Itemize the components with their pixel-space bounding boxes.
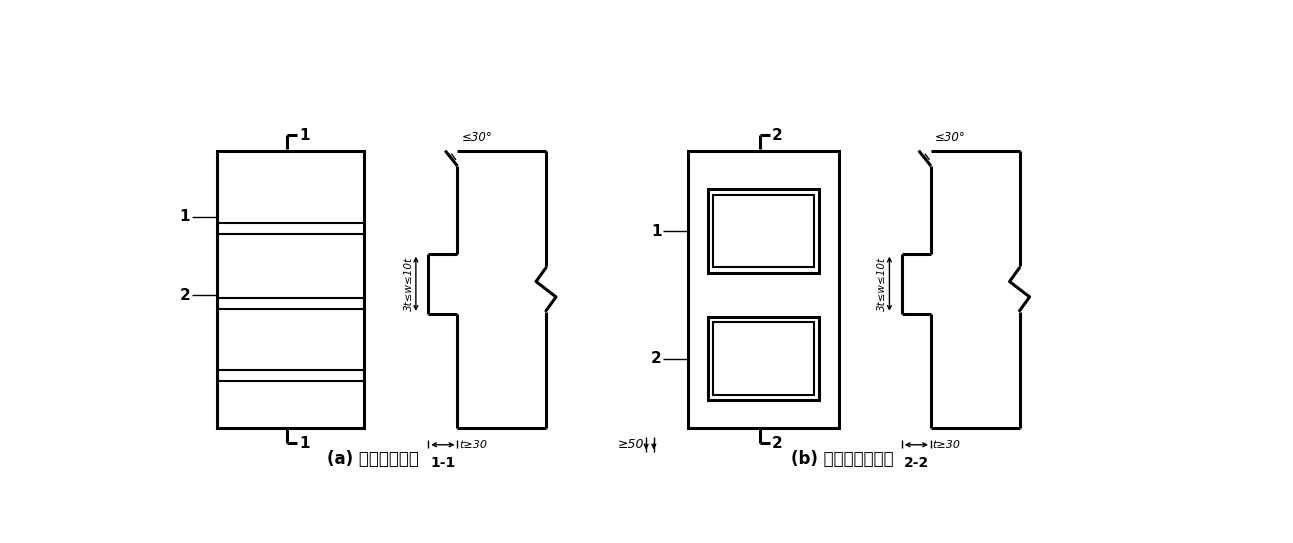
Text: 2: 2 xyxy=(180,288,190,303)
Text: 2: 2 xyxy=(772,435,782,451)
Text: (a) 键槽贯通截面: (a) 键槽贯通截面 xyxy=(327,450,419,468)
Text: 1: 1 xyxy=(180,209,190,224)
Bar xyxy=(714,323,815,395)
Bar xyxy=(714,195,815,267)
Bar xyxy=(217,150,363,428)
Bar xyxy=(707,190,820,273)
Bar xyxy=(688,150,839,428)
Text: 2: 2 xyxy=(650,351,662,366)
Text: 3t≤w≤10t: 3t≤w≤10t xyxy=(403,257,414,311)
Text: 1: 1 xyxy=(299,435,309,451)
Bar xyxy=(707,317,820,400)
Text: (b) 键槽不贯通截面: (b) 键槽不贯通截面 xyxy=(791,450,893,468)
Text: t≥30: t≥30 xyxy=(932,440,961,450)
Text: 1: 1 xyxy=(650,224,662,238)
Text: ≥50: ≥50 xyxy=(617,438,644,451)
Text: ≤30°: ≤30° xyxy=(935,131,966,144)
Text: 2-2: 2-2 xyxy=(904,456,928,470)
Text: t≥30: t≥30 xyxy=(459,440,487,450)
Text: ≤30°: ≤30° xyxy=(462,131,493,144)
Text: 1: 1 xyxy=(299,128,309,143)
Text: 2: 2 xyxy=(772,128,782,143)
Text: 3t≤w≤10t: 3t≤w≤10t xyxy=(877,257,887,311)
Text: 1-1: 1-1 xyxy=(431,456,455,470)
